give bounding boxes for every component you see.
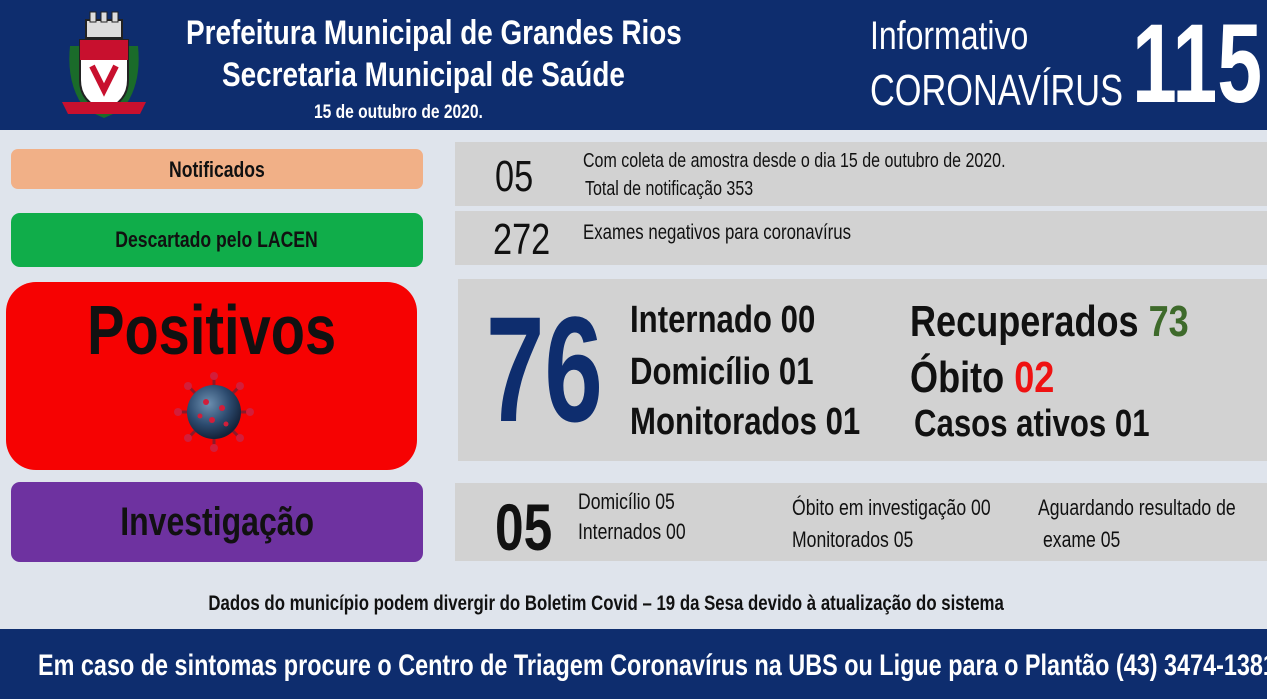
investigacao-panel: 05 Domicílio 05 Internados 00 Óbito em i… (455, 483, 1267, 564)
recuperados-value: 73 (1148, 297, 1189, 346)
positivos-panel: 76 Internado 00 Domicílio 01 Monitorados… (458, 279, 1267, 461)
header-title-prefeitura: Prefeitura Municipal de Grandes Rios (186, 14, 682, 52)
investigacao-count: 05 (495, 490, 553, 564)
recuperados-stat: Recuperados 73 (910, 297, 1189, 347)
positivos-count: 76 (486, 285, 603, 453)
inv-aguardando-2: exame 05 (1043, 527, 1121, 552)
positivos-label: Positivos (87, 291, 336, 369)
investigacao-label-box: Investigação (11, 482, 423, 562)
obito-stat: Óbito 02 (910, 353, 1054, 403)
disclaimer-label: Dados do município podem divergir do Bol… (208, 592, 1004, 615)
footer-text: Em caso de sintomas procure o Centro de … (38, 649, 1267, 682)
notificados-panel: 05 Com coleta de amostra desde o dia 15 … (455, 142, 1267, 206)
header-date: 15 de outubro de 2020. (314, 102, 483, 123)
notificados-label: Notificados (169, 157, 265, 182)
inv-monitorados: Monitorados 05 (792, 527, 914, 552)
issue-number: 115 (1132, 1, 1263, 126)
disclaimer-text: Dados do município podem divergir do Bol… (0, 592, 1212, 616)
recuperados-label: Recuperados (910, 297, 1139, 346)
inv-aguardando-1: Aguardando resultado de (1038, 495, 1236, 520)
descartados-detail: Exames negativos para coronavírus (583, 221, 852, 244)
investigacao-label: Investigação (120, 500, 314, 544)
monitorados-stat: Monitorados 01 (630, 401, 861, 443)
header-title-secretaria: Secretaria Municipal de Saúde (222, 56, 625, 94)
descartados-label-box: Descartado pelo LACEN (11, 213, 423, 267)
internado-stat: Internado 00 (630, 299, 816, 341)
inv-obito: Óbito em investigação 00 (792, 495, 991, 520)
inv-domicilio: Domicílio 05 (578, 489, 675, 514)
positivos-label-box: Positivos (6, 282, 417, 470)
inv-internados: Internados 00 (578, 519, 686, 544)
header-informativo: Informativo (870, 14, 1029, 58)
header-coronavirus: CORONAVÍRUS (870, 66, 1123, 115)
notificados-label-box: Notificados (11, 149, 423, 189)
footer-banner: Em caso de sintomas procure o Centro de … (0, 629, 1267, 699)
notificados-count: 05 (495, 152, 534, 201)
casos-ativos-stat: Casos ativos 01 (914, 403, 1150, 445)
descartados-count: 272 (493, 215, 551, 264)
municipal-crest-icon (62, 11, 146, 118)
descartados-label: Descartado pelo LACEN (115, 227, 319, 252)
descartados-panel: 272 Exames negativos para coronavírus (455, 211, 1267, 265)
header-banner: Prefeitura Municipal de Grandes Rios Sec… (0, 0, 1267, 130)
obito-value: 02 (1014, 353, 1055, 402)
coronavirus-icon (174, 372, 254, 452)
obito-label: Óbito (910, 353, 1005, 402)
notificados-detail-1: Com coleta de amostra desde o dia 15 de … (583, 150, 1006, 172)
domicilio-stat: Domicílio 01 (630, 351, 814, 393)
notificados-detail-2: Total de notificação 353 (585, 178, 754, 200)
